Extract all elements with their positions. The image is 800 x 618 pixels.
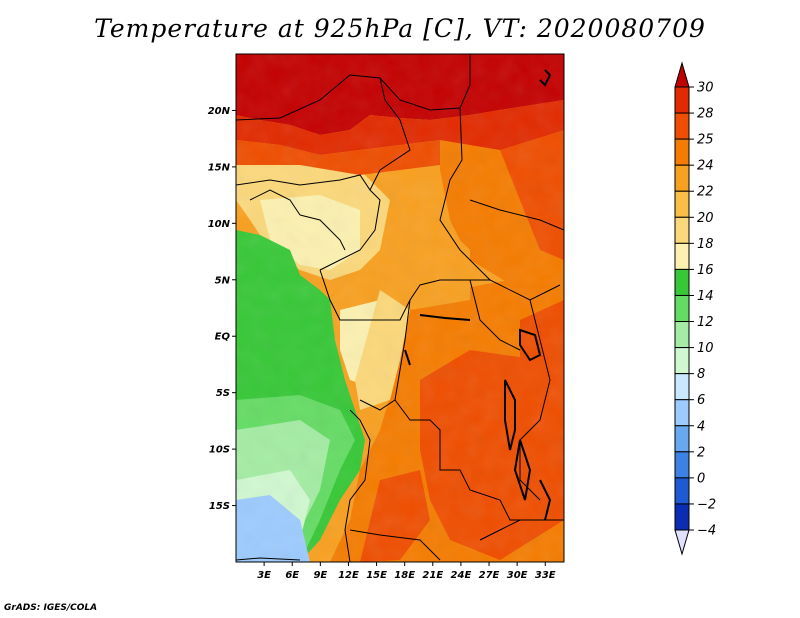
colorbar-label: −4 [697, 524, 716, 539]
lat-label: 15N [208, 162, 231, 173]
colorbar-label: 30 [697, 81, 714, 96]
colorbar-label: 12 [697, 315, 714, 330]
colorbar-swatch [674, 190, 690, 218]
colorbar-label: 0 [697, 471, 705, 486]
lat-label: 20N [208, 106, 231, 117]
colorbar-label: 8 [697, 367, 705, 382]
colorbar-swatch [674, 425, 690, 453]
lon-label: 6E [285, 570, 299, 581]
colorbar-label: 4 [697, 419, 705, 434]
colorbar-label: 20 [697, 211, 714, 226]
colorbar-label: 25 [697, 133, 714, 148]
colorbar-label: 24 [697, 159, 714, 174]
colorbar-swatch [674, 164, 690, 192]
temperature-field [236, 54, 564, 562]
lon-label: 27E [479, 570, 500, 581]
colorbar-top-arrow [674, 61, 690, 88]
colorbar-swatch [674, 451, 690, 479]
longitude-axis: 3E 6E 9E 12E 15E 18E 21E 24E 27E 30E 33E [257, 562, 556, 581]
latitude-axis: 20N 15N 10N 5N EQ 5S 10S 15S [208, 106, 236, 512]
lat-label: 10S [209, 445, 230, 456]
lat-label: 15S [209, 501, 230, 512]
lon-label: 24E [451, 570, 472, 581]
lon-label: 30E [507, 570, 528, 581]
colorbar-label: 16 [697, 263, 714, 278]
grads-credit: GrADS: IGES/COLA [4, 603, 98, 613]
colorbar-swatch [674, 347, 690, 375]
colorbar-label: 6 [697, 393, 705, 408]
colorbar-swatch [674, 477, 690, 505]
colorbar-swatch [674, 86, 690, 114]
lon-label: 9E [313, 570, 327, 581]
colorbar-swatch [674, 112, 690, 140]
colorbar-swatch [674, 399, 690, 427]
colorbar-label: −2 [697, 497, 716, 512]
lat-label: 5N [215, 275, 231, 286]
lakes [404, 69, 552, 521]
colorbar-label: 18 [697, 237, 714, 252]
map-frame [235, 53, 565, 563]
map-title: Temperature at 925hPa [C], VT: 202008070… [94, 14, 706, 43]
colorbar-label: 2 [697, 445, 705, 460]
colorbar-swatch [674, 373, 690, 401]
colorbar-swatch [674, 216, 690, 244]
lat-label: 10N [208, 219, 231, 230]
colorbar-swatch [674, 294, 690, 323]
colorbar-swatch [674, 242, 690, 270]
field-texture [236, 54, 564, 562]
colorbar-swatch [674, 321, 690, 349]
lon-label: 33E [535, 570, 556, 581]
colorbar-label: 14 [697, 289, 714, 304]
lon-label: 15E [366, 570, 387, 581]
colorbar-swatch [674, 138, 690, 166]
lat-label: EQ [215, 332, 231, 343]
colorbar-swatch [674, 268, 690, 296]
lon-label: 3E [257, 570, 271, 581]
colorbar-label: 10 [697, 341, 714, 356]
lat-label: 5S [216, 388, 230, 399]
country-borders [236, 54, 564, 562]
colorbar-swatch [674, 503, 690, 531]
lon-label: 21E [422, 570, 443, 581]
colorbar-bottom-arrow [674, 529, 690, 556]
colorbar-label: 28 [697, 107, 714, 122]
lon-label: 18E [394, 570, 415, 581]
lon-label: 12E [338, 570, 359, 581]
colorbar-label: 22 [697, 185, 714, 200]
